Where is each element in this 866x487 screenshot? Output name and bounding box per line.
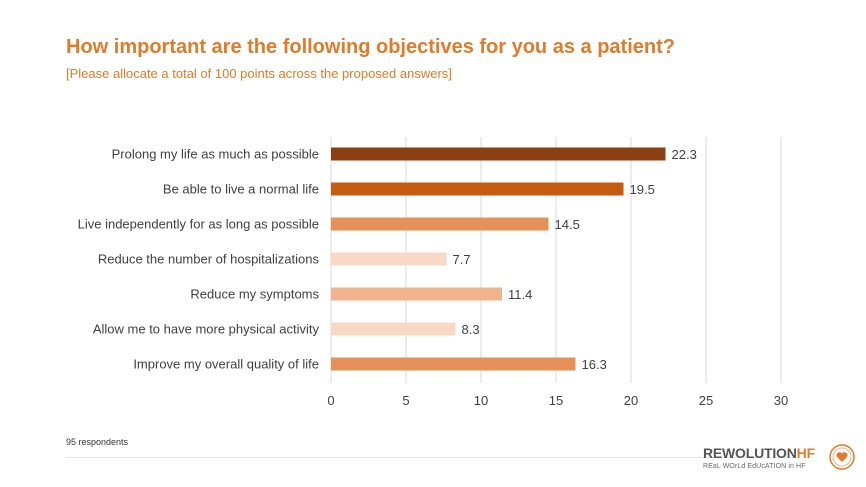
x-tick-label: 20 [624, 393, 638, 408]
respondents-footnote: 95 respondents [66, 437, 129, 447]
logo-tagline: REaL WOrLd EdUcATION in HF [703, 463, 806, 470]
logo-name-main: REWOLUTION [703, 445, 797, 461]
footer-divider [66, 457, 796, 458]
category-label: Improve my overall quality of life [133, 357, 319, 372]
data-label: 11.4 [508, 287, 532, 302]
x-tick-label: 15 [549, 393, 563, 408]
category-label: Be able to live a normal life [163, 182, 319, 197]
logo-name-accent: HF [796, 445, 815, 461]
data-label: 22.3 [672, 147, 697, 162]
data-label: 8.3 [462, 322, 480, 337]
bar [331, 217, 549, 231]
data-label: 19.5 [630, 182, 655, 197]
category-label: Allow me to have more physical activity [93, 322, 320, 337]
chart-title: How important are the following objectiv… [66, 36, 675, 58]
heart-badge-icon [829, 444, 855, 470]
x-tick-label: 10 [474, 393, 488, 408]
data-label: 7.7 [453, 252, 471, 267]
bar [331, 357, 576, 371]
x-tick-label: 30 [774, 393, 788, 408]
bar [331, 287, 502, 301]
bar [331, 147, 666, 161]
category-label: Live independently for as long as possib… [78, 217, 319, 232]
logo-wordmark: REWOLUTIONHF [703, 445, 815, 461]
bar [331, 322, 456, 336]
x-tick-label: 25 [699, 393, 713, 408]
bar [331, 182, 624, 196]
data-label: 14.5 [555, 217, 580, 232]
category-label: Reduce the number of hospitalizations [98, 252, 320, 267]
x-tick-label: 0 [327, 393, 334, 408]
category-label: Prolong my life as much as possible [112, 147, 319, 162]
rewolution-hf-logo: REWOLUTIONHF REaL WOrLd EdUcATION in HF [700, 443, 860, 479]
bar [331, 252, 447, 266]
x-tick-label: 5 [402, 393, 409, 408]
data-label: 16.3 [582, 357, 607, 372]
category-label: Reduce my symptoms [190, 287, 319, 302]
chart-subtitle: [Please allocate a total of 100 points a… [66, 66, 452, 81]
